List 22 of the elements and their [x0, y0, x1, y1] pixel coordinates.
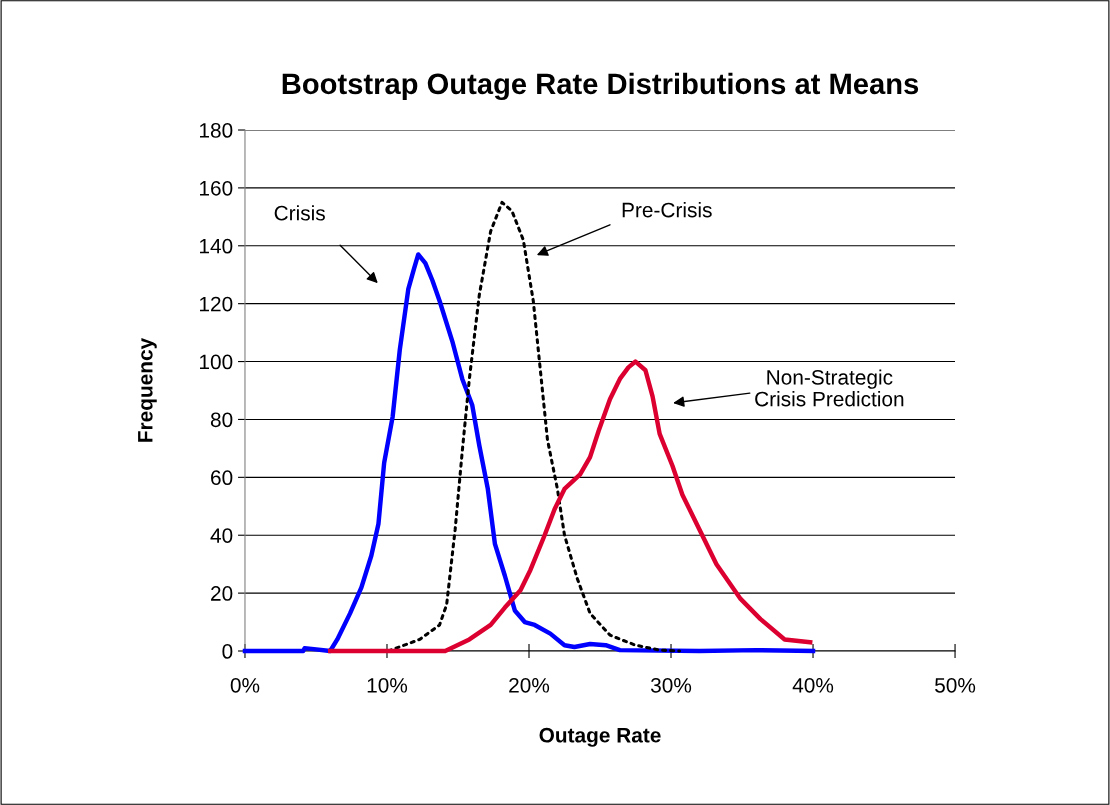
y-tick-label: 180 [200, 123, 233, 138]
y-tick-label: 140 [200, 238, 233, 254]
y-tick-label: 160 [200, 180, 233, 196]
y-tick-label: 20 [211, 586, 233, 601]
x-tick-label: 50% [935, 677, 976, 693]
x-tick-label: 10% [367, 677, 408, 693]
y-tick-label: 100 [200, 354, 233, 370]
chart-title: Bootstrap Outage Rate Distributions at Means [282, 72, 919, 101]
y-tick-label: 80 [210, 412, 233, 428]
y-axis-title: Frequency [138, 337, 157, 442]
x-axis-title: Outage Rate [539, 727, 661, 747]
x-tick-label: 20% [509, 677, 550, 693]
x-tick-label: 40% [792, 677, 834, 693]
x-tick-label: 30% [650, 677, 692, 693]
y-tick-label: 0 [222, 644, 233, 659]
annotation: Pre-Crisis [622, 202, 712, 218]
y-tick-label: 60 [211, 470, 233, 486]
annotation: Non-Strategic Crisis Prediction [755, 369, 904, 407]
x-tick-label: 0% [230, 677, 260, 693]
y-tick-label: 120 [200, 296, 233, 312]
y-tick-label: 40 [210, 528, 233, 543]
annotation: Crisis [274, 205, 325, 221]
